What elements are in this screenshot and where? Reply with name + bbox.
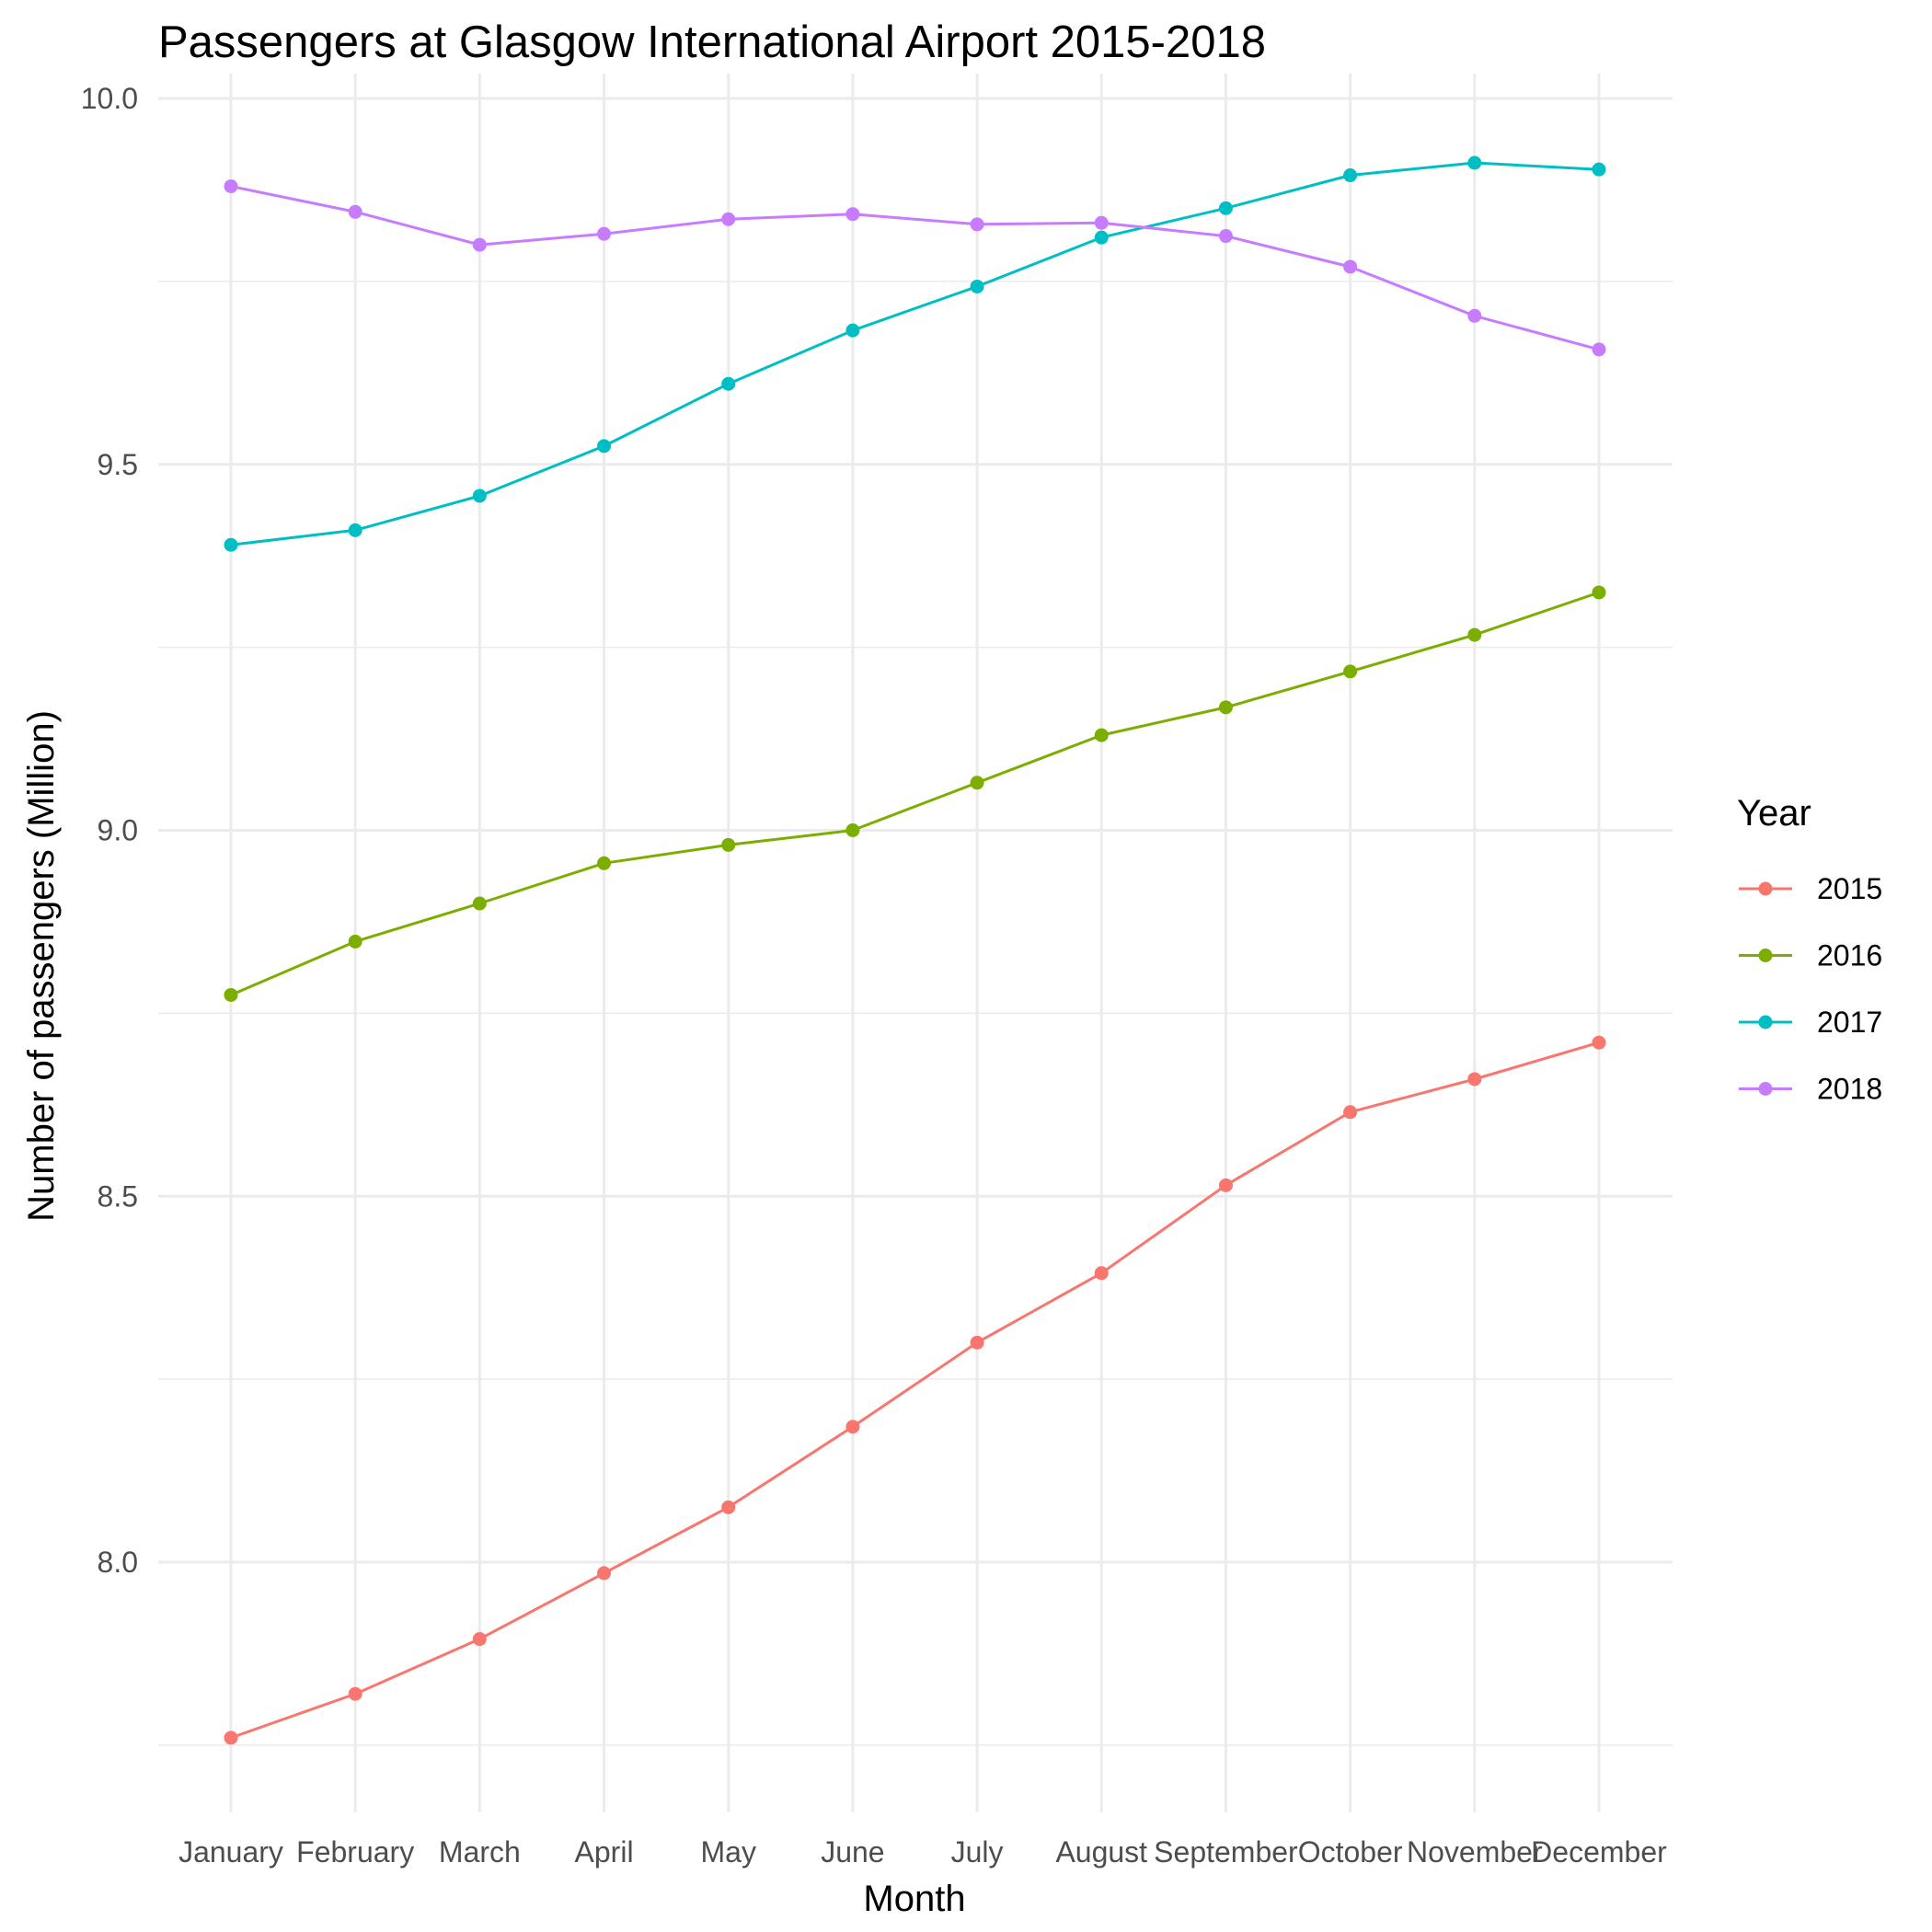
data-point-2017 [1343, 168, 1358, 183]
data-point-2015 [472, 1632, 487, 1647]
legend-label: 2016 [1817, 939, 1882, 972]
series-line-2018 [230, 185, 1600, 351]
legend-label: 2015 [1817, 872, 1882, 905]
y-tick-label: 9.0 [98, 814, 138, 847]
data-point-2015 [348, 1686, 362, 1701]
x-tick-label: May [700, 1835, 755, 1869]
data-point-2015 [1467, 1072, 1482, 1087]
data-point-2018 [224, 178, 238, 193]
data-point-2015 [224, 1731, 238, 1745]
data-point-2016 [224, 987, 238, 1002]
series-group [224, 155, 1606, 1745]
x-tick-label: November [1407, 1835, 1543, 1869]
data-point-2015 [1094, 1266, 1109, 1281]
data-point-2015 [597, 1566, 612, 1581]
data-point-2018 [845, 207, 860, 222]
data-point-2015 [970, 1335, 984, 1350]
series-line-2016 [230, 591, 1600, 996]
x-tick-label: December [1531, 1835, 1667, 1869]
data-point-2018 [597, 226, 612, 241]
data-point-2018 [472, 237, 487, 252]
x-tick-label: September [1154, 1835, 1298, 1869]
x-axis-title: Month [863, 1879, 965, 1919]
data-point-2016 [970, 776, 984, 790]
data-point-2017 [1467, 155, 1482, 170]
x-tick-label: July [951, 1835, 1004, 1869]
data-point-2016 [1592, 585, 1606, 600]
data-point-2017 [224, 537, 238, 552]
data-point-2016 [597, 856, 612, 870]
data-point-2018 [348, 204, 362, 219]
data-point-2017 [1094, 230, 1109, 245]
x-tick-label: April [575, 1835, 634, 1869]
data-point-2015 [1592, 1035, 1606, 1050]
y-tick-label: 10.0 [81, 82, 138, 115]
series-line-2017 [230, 161, 1600, 546]
data-point-2018 [1467, 308, 1482, 323]
legend-label: 2018 [1817, 1073, 1882, 1106]
data-point-2015 [721, 1500, 736, 1514]
data-point-2016 [472, 896, 487, 911]
x-tick-label: January [178, 1835, 283, 1869]
chart-title: Passengers at Glasgow International Airp… [158, 17, 1266, 67]
data-point-2016 [1467, 627, 1482, 642]
y-axis-title: Number of passengers (Million) [21, 710, 62, 1222]
y-tick-label: 9.5 [98, 448, 138, 481]
data-point-2015 [1343, 1105, 1358, 1120]
legend: 2015 2016 2017 2018 [1739, 872, 1882, 1106]
data-point-2015 [845, 1420, 860, 1434]
legend-key-point [1758, 949, 1773, 962]
y-tick-label: 8.0 [98, 1546, 138, 1579]
data-point-2016 [348, 934, 362, 949]
data-point-2017 [1592, 162, 1606, 177]
data-point-2016 [1343, 664, 1358, 679]
legend-title: Year [1737, 793, 1811, 834]
data-point-2017 [1218, 201, 1233, 215]
data-point-2018 [1343, 259, 1358, 274]
legend-key-point [1758, 1015, 1773, 1029]
data-point-2016 [721, 837, 736, 852]
data-point-2016 [1094, 728, 1109, 742]
data-point-2017 [348, 523, 362, 537]
data-point-2018 [1592, 342, 1606, 357]
y-tick-label: 8.5 [98, 1179, 138, 1213]
y-axis-ticks: 8.0 8.5 9.0 9.5 10.0 [81, 82, 138, 1579]
data-point-2016 [845, 823, 860, 837]
legend-label: 2017 [1817, 1006, 1882, 1039]
series-line-2015 [230, 1041, 1600, 1740]
data-point-2018 [721, 212, 736, 226]
data-point-2017 [472, 489, 487, 503]
data-point-2017 [970, 279, 984, 293]
data-point-2018 [1218, 229, 1233, 244]
data-point-2016 [1218, 700, 1233, 715]
x-tick-label: October [1298, 1835, 1403, 1869]
data-point-2015 [1218, 1178, 1233, 1192]
data-point-2017 [597, 439, 612, 454]
data-point-2017 [845, 323, 860, 338]
data-point-2017 [721, 376, 736, 391]
grid [158, 74, 1673, 1812]
x-tick-label: March [439, 1835, 521, 1869]
x-axis-ticks: January February March April May June July Augu… [178, 1835, 1667, 1869]
x-tick-label: February [296, 1835, 414, 1869]
legend-key-point [1758, 1082, 1773, 1096]
x-tick-label: June [821, 1835, 884, 1869]
data-point-2018 [1094, 215, 1109, 230]
data-point-2018 [970, 217, 984, 232]
x-tick-label: August [1055, 1835, 1147, 1869]
legend-key-point [1758, 881, 1773, 896]
